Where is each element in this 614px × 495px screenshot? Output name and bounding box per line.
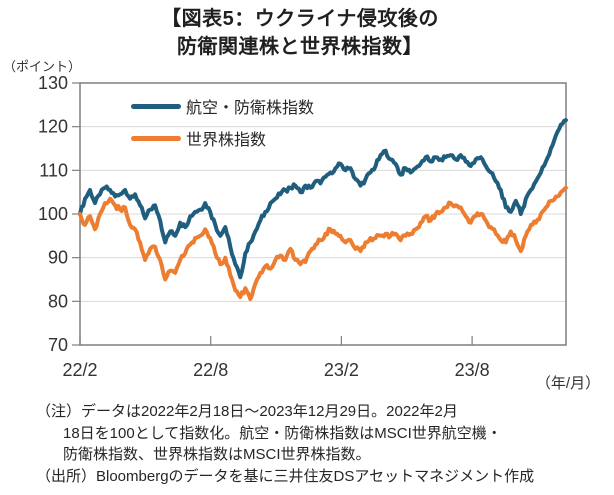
page-title: 【図表5：ウクライナ侵攻後の 防衛関連株と世界株指数】 <box>0 5 600 62</box>
legend-label: 航空・防衛株指数 <box>186 100 315 117</box>
x-tick-label: 23/2 <box>324 360 359 380</box>
x-axis-unit-label: （年/月） <box>536 375 600 392</box>
chart-legend: 航空・防衛株指数 世界株指数 <box>131 93 314 157</box>
defense-line-swatch <box>131 103 181 109</box>
chart-title-line-1: 【図表5：ウクライナ侵攻後の <box>161 8 439 30</box>
footnotes: （注）データは2022年2月18日～2023年12月29日。2022年2月 18… <box>36 401 608 487</box>
x-tick-label: 22/2 <box>62 360 97 380</box>
note-line: （注）データは2022年2月18日～2023年12月29日。2022年2月 <box>36 403 458 420</box>
y-tick-label: 130 <box>38 73 68 93</box>
world-line-swatch <box>131 135 181 141</box>
legend-label: 世界株指数 <box>186 132 267 149</box>
world-index-line <box>78 185 568 302</box>
y-tick-label: 100 <box>38 204 68 224</box>
x-tick-label: 23/8 <box>455 360 490 380</box>
y-tick-label: 70 <box>48 335 68 355</box>
y-axis-unit-label: （ポイント） <box>3 59 82 74</box>
note-line: 18日を100として指数化。航空・防衛株指数はMSCI世界航空機・ <box>63 424 502 442</box>
note-line: 防衛株指数、世界株指数はMSCI世界株指数。 <box>63 446 371 463</box>
y-tick-label: 90 <box>48 248 68 268</box>
defense-index-line <box>78 118 568 280</box>
chart-title-line-2: 防衛関連株と世界株指数】 <box>177 36 423 59</box>
y-tick-label: 120 <box>38 117 68 137</box>
x-tick-label: 22/8 <box>193 360 228 380</box>
legend-item: 世界株指数 <box>131 125 314 151</box>
y-tick-label: 110 <box>39 160 68 180</box>
y-tick-label: 80 <box>48 291 68 311</box>
legend-item: 航空・防衛株指数 <box>131 93 314 119</box>
source-line: （出所）Bloombergのデータを基に三井住友DSアセットマネジメント作成 <box>36 467 535 485</box>
chart-canvas: 70 80 90 100 110 120 130 22/2 22/8 23/2 23/8 （年/月） <box>38 73 600 392</box>
